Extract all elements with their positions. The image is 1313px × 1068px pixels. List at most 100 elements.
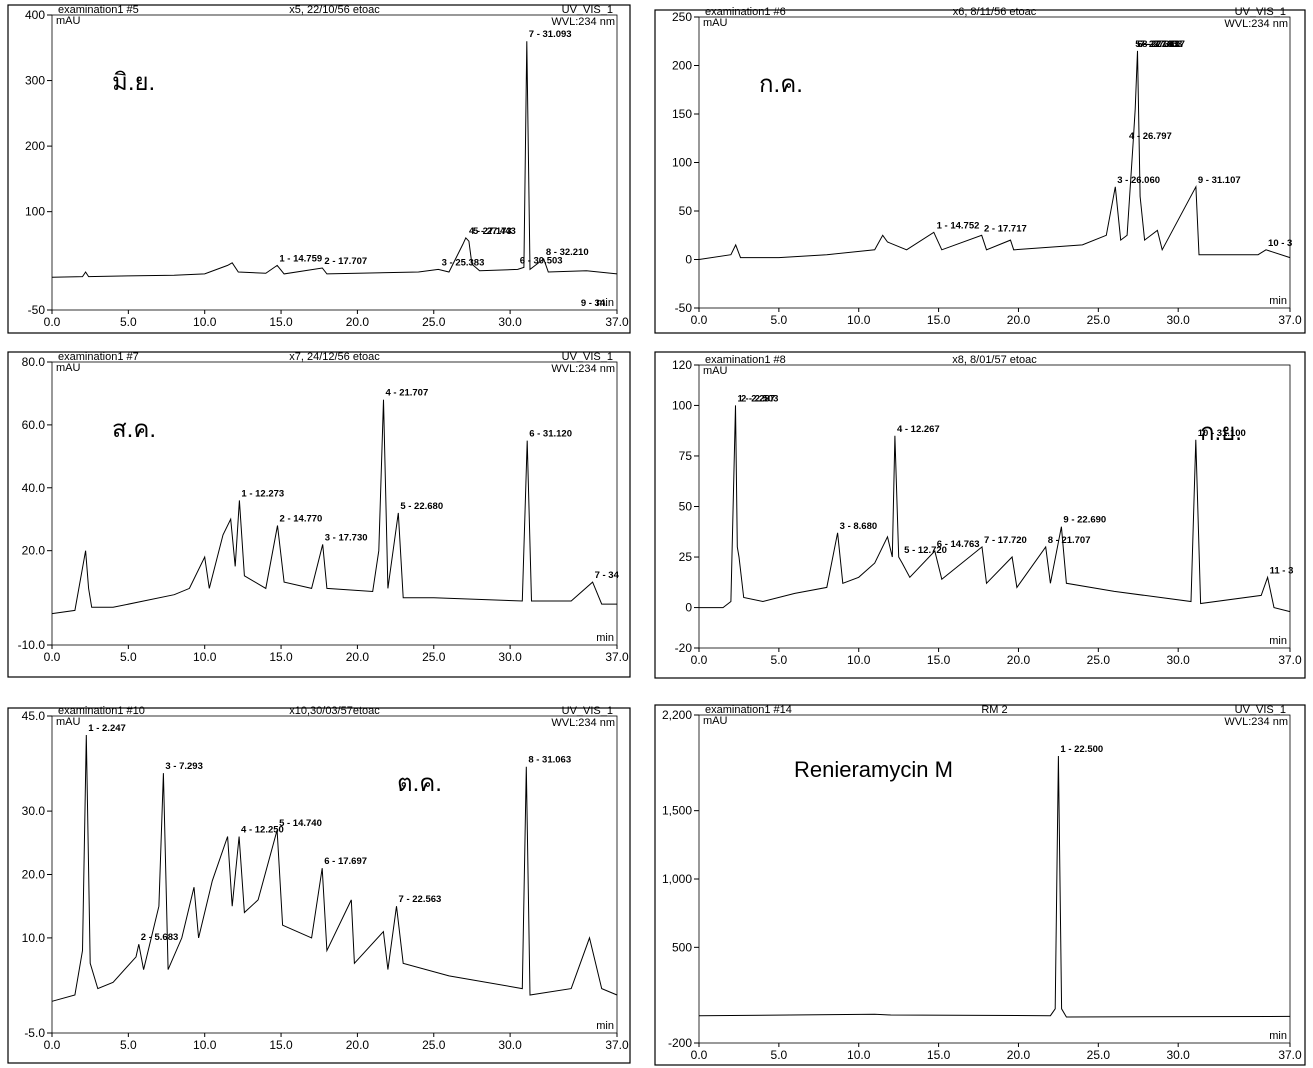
x-tick-label: 10.0	[847, 653, 871, 667]
peak-label: 3 - 26.060	[1117, 175, 1160, 186]
x-tick-label: 15.0	[269, 315, 293, 329]
peak-label: 6 - 14.763	[937, 539, 980, 550]
peak-label: 7 - 31.093	[529, 29, 572, 40]
header-center: x10,30/03/57etoac	[289, 705, 380, 717]
peak-label: 3 - 7.293	[165, 761, 203, 772]
y-tick-label: 300	[25, 74, 45, 88]
page: {"chart_data": [ {"type": "line", "heade…	[0, 0, 1313, 1068]
y-tick-label: 100	[672, 398, 692, 412]
x-tick-label: 20.0	[1007, 1048, 1031, 1062]
peak-label: 4 - 12.250	[241, 824, 284, 835]
panel-frame	[8, 5, 630, 333]
x-tick-label: 5.0	[771, 313, 788, 327]
wavelength: WVL:234 nm	[1224, 716, 1288, 728]
x-tick-label: 5.0	[120, 650, 137, 664]
plot-area	[699, 715, 1290, 1043]
peak-label: 9 - 22.690	[1063, 515, 1106, 526]
x-tick-label: 25.0	[422, 1038, 446, 1052]
peak-label: 7 - 17.720	[984, 535, 1027, 546]
x-tick-label: 15.0	[269, 1038, 293, 1052]
x-tick-label: 30.0	[1167, 653, 1191, 667]
x-tick-label: 15.0	[269, 650, 293, 664]
x-tick-label: 30.0	[1167, 1048, 1191, 1062]
y-tick-label: 50	[679, 500, 693, 514]
header-right: UV_VIS_1	[1235, 704, 1286, 716]
wavelength: WVL:234 nm	[551, 363, 615, 375]
peak-label: 1 - 12.273	[241, 488, 284, 499]
peak-label: 10 - 31.100	[1198, 428, 1246, 439]
y-tick-label: 200	[25, 139, 45, 153]
x-tick-label: 10.0	[193, 315, 217, 329]
y-tick-label: 20.0	[22, 544, 46, 558]
plot-area	[699, 17, 1290, 308]
y-tick-label: 80.0	[22, 355, 46, 369]
annotation: ส.ค.	[112, 416, 156, 443]
peak-label: 6 - 31.120	[529, 429, 572, 440]
peak-label: 1 - 14.759	[279, 253, 322, 264]
peak-label: 8 - 31.063	[528, 755, 571, 766]
x-tick-label: 5.0	[771, 653, 788, 667]
x-tick-label: 0.0	[44, 315, 61, 329]
y-unit: mAU	[703, 715, 728, 727]
x-tick-label: 10.0	[847, 313, 871, 327]
x-tick-label: 25.0	[422, 315, 446, 329]
x-tick-label: 30.0	[1167, 313, 1191, 327]
x-tick-label: 0.0	[691, 1048, 708, 1062]
y-tick-label: 10.0	[22, 931, 46, 945]
peak-label: 5 - 27.443	[473, 226, 516, 237]
wavelength: WVL:234 nm	[1224, 18, 1288, 30]
x-tick-label: 10.0	[193, 650, 217, 664]
header-center: RM 2	[981, 704, 1007, 716]
header-right: UV_VIS_1	[1235, 6, 1286, 18]
x-tick-label: 20.0	[346, 315, 370, 329]
y-tick-label: -10.0	[18, 638, 46, 652]
panel-frame	[655, 10, 1305, 333]
x-tick-label: 5.0	[771, 1048, 788, 1062]
peak-label: 7 - 22.563	[399, 894, 442, 905]
peak-label: 8 - 32.210	[546, 247, 589, 258]
x-tick-label: 20.0	[1007, 313, 1031, 327]
x-tick-label: 25.0	[1087, 313, 1111, 327]
y-tick-label: 25	[679, 550, 693, 564]
header-center: x7, 24/12/56 etoac	[289, 351, 380, 363]
x-unit: min	[596, 632, 614, 644]
y-tick-label: 2,200	[662, 708, 692, 722]
x-tick-label: 37.0	[605, 1038, 629, 1052]
header-right: UV_VIS_1	[562, 351, 613, 363]
peak-label: 3 - 17.730	[325, 532, 368, 543]
y-tick-label: 40.0	[22, 481, 46, 495]
y-tick-label: 150	[672, 107, 692, 121]
peak-label: 2 - 14.770	[280, 514, 323, 525]
y-tick-label: 120	[672, 358, 692, 372]
x-tick-label: 10.0	[193, 1038, 217, 1052]
y-tick-label: 100	[672, 156, 692, 170]
peak-label: 8 - 21.707	[1048, 535, 1091, 546]
annotation: ต.ค.	[397, 770, 442, 797]
x-tick-label: 20.0	[1007, 653, 1031, 667]
x-tick-label: 0.0	[691, 313, 708, 327]
x-tick-label: 25.0	[422, 650, 446, 664]
peak-label: 1 - 2.247	[88, 723, 126, 734]
x-tick-label: 0.0	[44, 1038, 61, 1052]
y-tick-label: 1,000	[662, 872, 692, 886]
y-unit: mAU	[56, 716, 81, 728]
x-tick-label: 10.0	[847, 1048, 871, 1062]
x-unit: min	[596, 1020, 614, 1032]
x-unit: min	[1269, 1030, 1287, 1042]
peak-label: 5 - 22.680	[400, 501, 443, 512]
peak-label: 2 - 17.707	[324, 256, 367, 267]
y-tick-label: 1,500	[662, 804, 692, 818]
y-tick-label: 100	[25, 205, 45, 219]
peak-label: 3 - 25.383	[442, 257, 485, 268]
y-tick-label: 0	[685, 253, 692, 267]
y-tick-label: 45.0	[22, 709, 46, 723]
x-tick-label: 15.0	[927, 313, 951, 327]
y-unit: mAU	[56, 15, 81, 27]
x-tick-label: 15.0	[927, 1048, 951, 1062]
x-tick-label: 0.0	[44, 650, 61, 664]
peak-label: 11 - 3	[1270, 565, 1294, 576]
x-tick-label: 37.0	[1278, 653, 1302, 667]
x-tick-label: 5.0	[120, 1038, 137, 1052]
peak-label: 5 - 14.740	[279, 818, 322, 829]
header-right: UV_VIS_1	[562, 705, 613, 717]
